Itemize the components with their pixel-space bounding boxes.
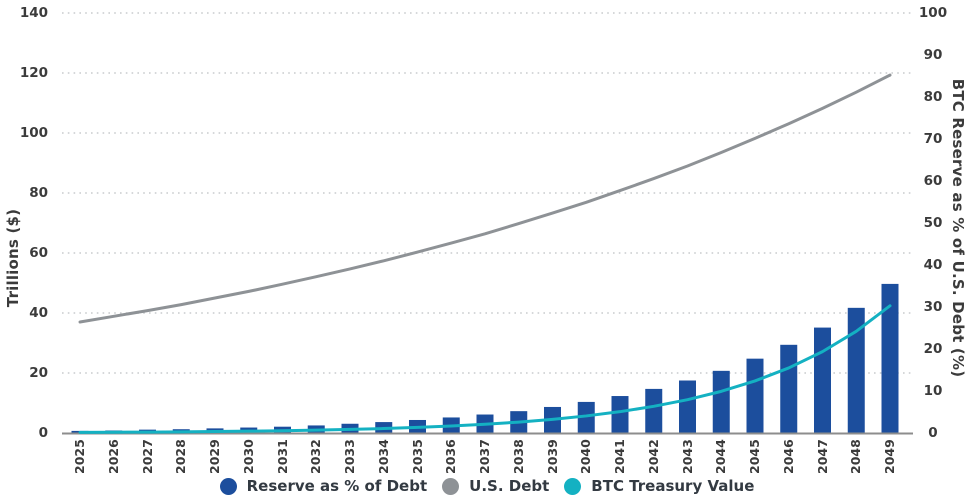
x-tick-2045: 2045 bbox=[747, 439, 762, 474]
legend: Reserve as % of Debt U.S. Debt BTC Treas… bbox=[0, 477, 974, 495]
x-tick-2025: 2025 bbox=[72, 439, 87, 474]
x-tick-2042: 2042 bbox=[645, 439, 661, 474]
x-tick-2037: 2037 bbox=[477, 439, 492, 474]
x-tick-2049: 2049 bbox=[882, 439, 897, 474]
left-tick-40: 40 bbox=[29, 305, 48, 321]
left-tick-80: 80 bbox=[29, 185, 48, 201]
x-tick-2033: 2033 bbox=[342, 439, 357, 474]
x-tick-2030: 2030 bbox=[240, 439, 256, 474]
bar-2046 bbox=[780, 344, 798, 433]
right-tick-30: 30 bbox=[923, 299, 943, 315]
legend-item-reserve-pct: Reserve as % of Debt bbox=[219, 477, 428, 495]
reserve-pct-legend-dot-icon bbox=[219, 477, 237, 495]
x-tick-2046: 2046 bbox=[780, 439, 796, 474]
bar-2048 bbox=[847, 307, 865, 433]
bar-2040 bbox=[577, 401, 595, 433]
line-btc-treasury-value bbox=[78, 304, 892, 434]
x-tick-2048: 2048 bbox=[848, 439, 864, 474]
x-tick-2043: 2043 bbox=[679, 439, 695, 474]
right-tick-80: 80 bbox=[923, 89, 943, 105]
x-tick-2044: 2044 bbox=[713, 439, 729, 474]
bar-2041 bbox=[611, 396, 629, 433]
us-debt-legend-dot-icon bbox=[442, 477, 460, 495]
x-tick-2040: 2040 bbox=[578, 439, 594, 474]
x-tick-2032: 2032 bbox=[308, 439, 324, 474]
right-tick-0: 0 bbox=[928, 425, 938, 441]
x-tick-2026: 2026 bbox=[105, 439, 121, 474]
btc-treasury-legend-dot-icon bbox=[564, 477, 582, 495]
left-tick-120: 120 bbox=[19, 65, 48, 81]
x-tick-2036: 2036 bbox=[443, 439, 459, 474]
right-tick-70: 70 bbox=[923, 131, 943, 147]
left-tick-60: 60 bbox=[29, 245, 48, 261]
x-tick-2039: 2039 bbox=[544, 439, 560, 474]
left-tick-0: 0 bbox=[38, 425, 48, 441]
x-tick-2027: 2027 bbox=[139, 439, 155, 474]
right-tick-10: 10 bbox=[923, 383, 943, 399]
x-tick-2029: 2029 bbox=[207, 439, 222, 474]
x-tick-2035: 2035 bbox=[409, 439, 425, 474]
right-tick-100: 100 bbox=[918, 5, 948, 21]
bar-2042 bbox=[645, 388, 663, 433]
right-tick-20: 20 bbox=[923, 341, 943, 357]
left-tick-20: 20 bbox=[29, 365, 48, 381]
left-tick-100: 100 bbox=[19, 125, 48, 141]
bar-2049 bbox=[881, 283, 899, 433]
legend-item-btc-treasury: BTC Treasury Value bbox=[564, 477, 754, 495]
legend-label: U.S. Debt bbox=[469, 477, 550, 495]
x-tick-2041: 2041 bbox=[612, 439, 627, 474]
x-tick-2047: 2047 bbox=[814, 439, 830, 474]
bar-2045 bbox=[746, 358, 764, 433]
x-tick-2028: 2028 bbox=[173, 439, 189, 474]
legend-label: BTC Treasury Value bbox=[591, 477, 755, 495]
line-u-s-debt bbox=[78, 73, 892, 324]
bar-2043 bbox=[679, 380, 696, 433]
right-tick-90: 90 bbox=[923, 47, 943, 63]
right-tick-40: 40 bbox=[923, 257, 943, 273]
legend-label: Reserve as % of Debt bbox=[246, 477, 428, 495]
x-tick-2031: 2031 bbox=[274, 439, 290, 474]
bar-2047 bbox=[814, 327, 831, 433]
legend-item-us-debt: U.S. Debt bbox=[442, 477, 549, 495]
x-tick-2034: 2034 bbox=[375, 439, 391, 474]
right-tick-50: 50 bbox=[923, 215, 943, 231]
x-tick-2038: 2038 bbox=[510, 439, 526, 474]
left-tick-140: 140 bbox=[19, 5, 48, 21]
bar-2044 bbox=[712, 370, 730, 433]
right-tick-60: 60 bbox=[923, 173, 943, 189]
